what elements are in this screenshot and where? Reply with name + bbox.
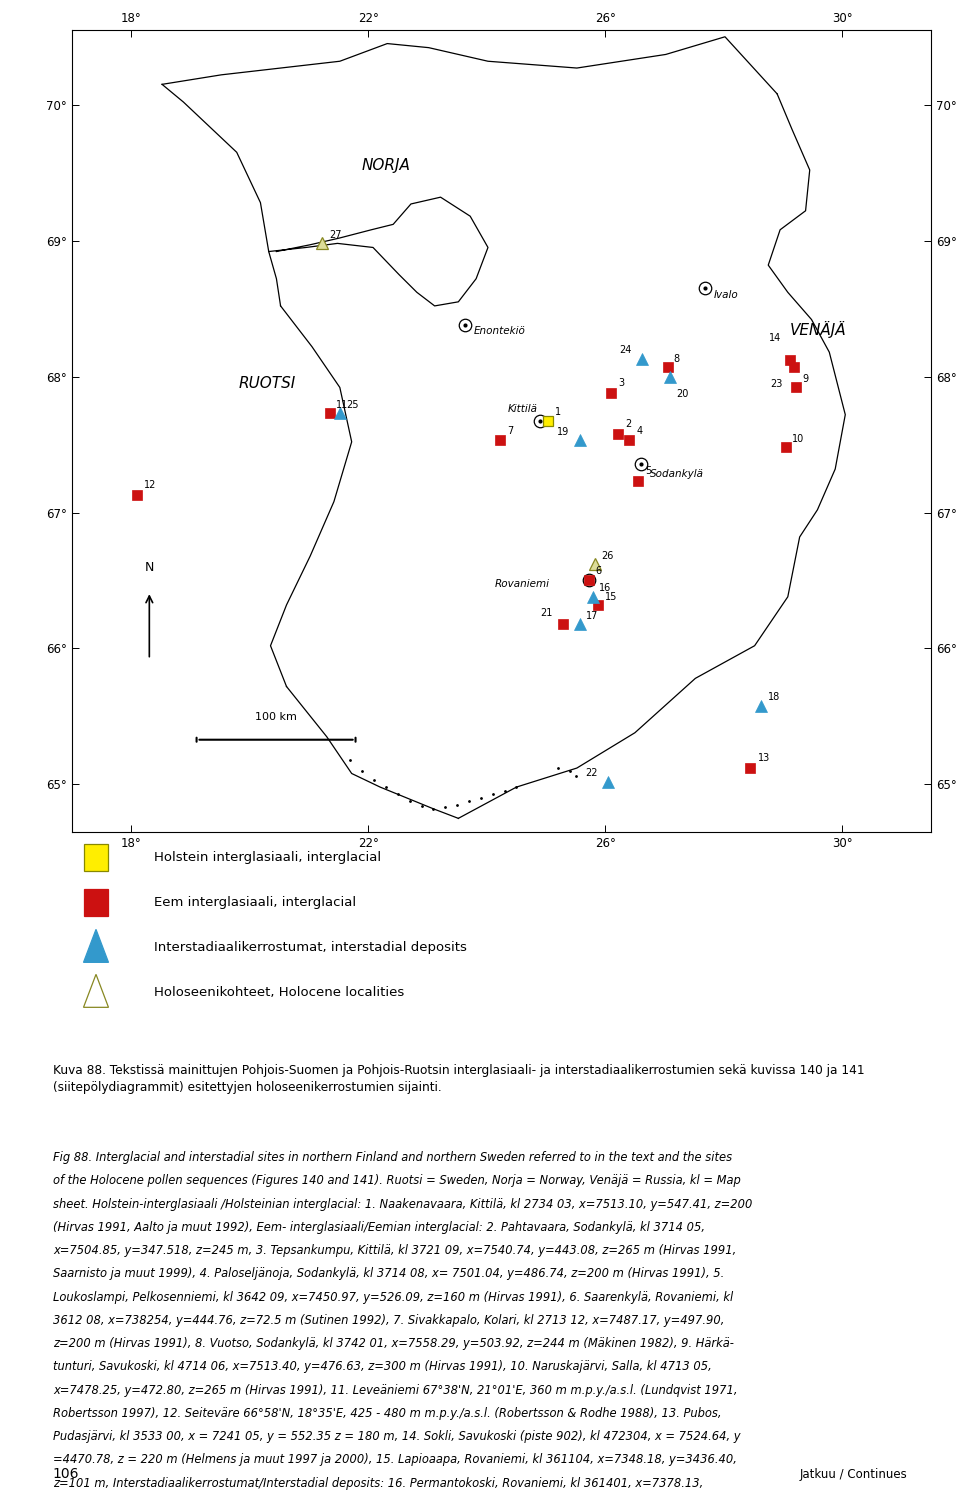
Text: 12: 12 — [144, 480, 156, 490]
Text: 16: 16 — [599, 583, 612, 594]
Text: 18: 18 — [768, 693, 780, 702]
Text: z=200 m (Hirvas 1991), 8. Vuotso, Sodankylä, kl 3742 01, x=7558.29, y=503.92, z=: z=200 m (Hirvas 1991), 8. Vuotso, Sodank… — [53, 1337, 733, 1351]
Text: 21: 21 — [540, 607, 553, 618]
Text: 26: 26 — [602, 550, 614, 561]
Text: Fig 88. Interglacial and interstadial sites in northern Finland and northern Swe: Fig 88. Interglacial and interstadial si… — [53, 1151, 732, 1165]
Text: 1: 1 — [555, 406, 561, 417]
Text: Loukoslampi, Pelkosenniemi, kl 3642 09, x=7450.97, y=526.09, z=160 m (Hirvas 199: Loukoslampi, Pelkosenniemi, kl 3642 09, … — [53, 1291, 733, 1304]
Text: 23: 23 — [770, 379, 782, 390]
Text: Robertsson 1997), 12. Seiteväre 66°58'N, 18°35'E, 425 - 480 m m.p.y./a.s.l. (Rob: Robertsson 1997), 12. Seiteväre 66°58'N,… — [53, 1406, 721, 1420]
Text: 22: 22 — [586, 767, 598, 778]
Text: 27: 27 — [329, 229, 342, 240]
Text: Holoseenikohteet, Holocene localities: Holoseenikohteet, Holocene localities — [154, 986, 404, 998]
Text: 4: 4 — [636, 426, 642, 436]
Text: z=101 m, Interstadiaalikerrostumat/Interstadial deposits: 16. Permantokoski, Rov: z=101 m, Interstadiaalikerrostumat/Inter… — [53, 1477, 703, 1490]
Text: 106: 106 — [53, 1468, 80, 1481]
Text: 20: 20 — [677, 388, 688, 399]
Text: Kuva 88. Tekstissä mainittujen Pohjois-Suomen ja Pohjois-Ruotsin interglasiaali-: Kuva 88. Tekstissä mainittujen Pohjois-S… — [53, 1064, 864, 1094]
Text: Enontekiö: Enontekiö — [473, 327, 526, 336]
Text: 100 km: 100 km — [255, 712, 297, 721]
Text: (Hirvas 1991, Aalto ja muut 1992), Eem- interglasiaali/Eemian interglacial: 2. P: (Hirvas 1991, Aalto ja muut 1992), Eem- … — [53, 1220, 705, 1234]
Text: RUOTSI: RUOTSI — [239, 376, 297, 391]
Text: Pudasjärvi, kl 3533 00, x = 7241 05, y = 552.35 z = 180 m, 14. Sokli, Savukoski : Pudasjärvi, kl 3533 00, x = 7241 05, y =… — [53, 1430, 740, 1444]
Text: tunturi, Savukoski, kl 4714 06, x=7513.40, y=476.63, z=300 m (Hirvas 1991), 10. : tunturi, Savukoski, kl 4714 06, x=7513.4… — [53, 1361, 711, 1373]
Text: 10: 10 — [792, 433, 804, 444]
Text: Sodankylä: Sodankylä — [650, 469, 704, 480]
Text: 8: 8 — [674, 354, 680, 364]
Text: 19: 19 — [557, 427, 569, 438]
Text: 15: 15 — [606, 592, 617, 601]
Text: 25: 25 — [346, 400, 358, 409]
Text: 6: 6 — [595, 565, 601, 576]
Text: sheet. Holstein-interglasiaali /Holsteinian interglacial: 1. Naakenavaara, Kitti: sheet. Holstein-interglasiaali /Holstein… — [53, 1198, 753, 1211]
Text: 13: 13 — [757, 754, 770, 763]
Text: of the Holocene pollen sequences (Figures 140 and 141). Ruotsi = Sweden, Norja =: of the Holocene pollen sequences (Figure… — [53, 1175, 740, 1187]
Text: 24: 24 — [619, 345, 632, 355]
Text: Jatkuu / Continues: Jatkuu / Continues — [800, 1468, 907, 1481]
Text: 11: 11 — [336, 400, 348, 409]
Text: Saarnisto ja muut 1999), 4. Paloseljänoja, Sodankylä, kl 3714 08, x= 7501.04, y=: Saarnisto ja muut 1999), 4. Paloseljänoj… — [53, 1268, 724, 1280]
Text: N: N — [145, 561, 154, 574]
Text: 9: 9 — [802, 375, 808, 384]
Text: 3: 3 — [618, 378, 624, 388]
Text: 14: 14 — [769, 333, 781, 343]
Text: Rovaniemi: Rovaniemi — [494, 579, 549, 589]
Text: Kittilä: Kittilä — [508, 403, 538, 414]
Text: Eem interglasiaali, interglacial: Eem interglasiaali, interglacial — [154, 896, 356, 908]
Text: VENÄJÄ: VENÄJÄ — [790, 321, 847, 337]
Text: x=7478.25, y=472.80, z=265 m (Hirvas 1991), 11. Leveäniemi 67°38'N, 21°01'E, 360: x=7478.25, y=472.80, z=265 m (Hirvas 199… — [53, 1384, 737, 1397]
Text: 17: 17 — [587, 610, 599, 621]
Text: x=7504.85, y=347.518, z=245 m, 3. Tepsankumpu, Kittilä, kl 3721 09, x=7540.74, y: x=7504.85, y=347.518, z=245 m, 3. Tepsan… — [53, 1244, 736, 1258]
Text: Interstadiaalikerrostumat, interstadial deposits: Interstadiaalikerrostumat, interstadial … — [154, 941, 467, 953]
Text: Holstein interglasiaali, interglacial: Holstein interglasiaali, interglacial — [154, 851, 381, 863]
Text: NORJA: NORJA — [362, 159, 411, 174]
Text: 7: 7 — [507, 426, 514, 436]
Text: =4470.78, z = 220 m (Helmens ja muut 1997 ja 2000), 15. Lapioaapa, Rovaniemi, kl: =4470.78, z = 220 m (Helmens ja muut 199… — [53, 1454, 736, 1466]
Text: Ivalo: Ivalo — [713, 289, 738, 300]
Text: 5: 5 — [645, 466, 651, 477]
Text: 2: 2 — [626, 418, 632, 429]
Text: 3612 08, x=738254, y=444.76, z=72.5 m (Sutinen 1992), 7. Sivakkapalo, Kolari, kl: 3612 08, x=738254, y=444.76, z=72.5 m (S… — [53, 1313, 724, 1327]
